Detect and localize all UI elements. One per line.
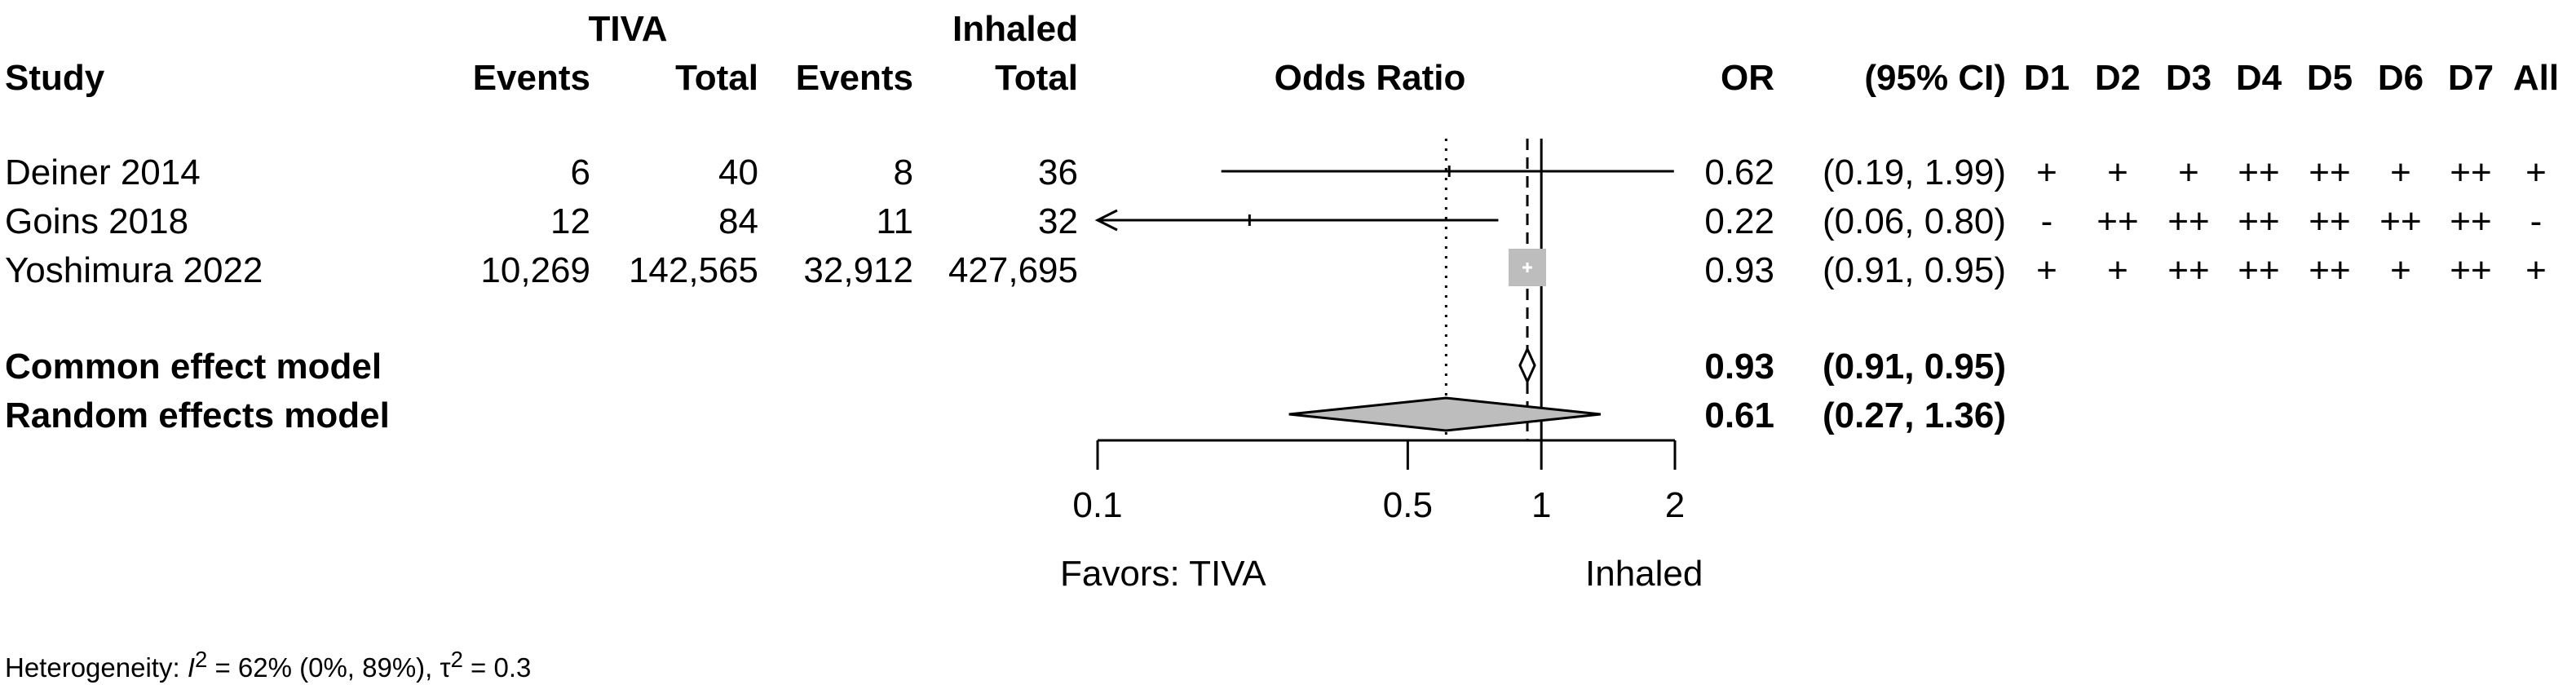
x-axis-tick-label: 0.5 [1383, 485, 1433, 525]
heterogeneity-prefix: Heterogeneity: [5, 652, 188, 683]
study-events-inhaled: 11 [876, 201, 913, 241]
i2-value: = 62% (0%, 89%), [207, 652, 440, 683]
study-total-inhaled: 32 [1038, 201, 1078, 241]
header-total-inhaled: Total [995, 58, 1078, 98]
study-events-tiva: 12 [550, 201, 590, 241]
study-or: 0.93 [1704, 250, 1774, 290]
x-axis-tick-label: 1 [1531, 485, 1551, 525]
tau-superscript: 2 [450, 647, 463, 672]
rob-d4: ++ [2238, 152, 2280, 192]
study-or: 0.22 [1704, 201, 1774, 241]
tau-value: = 0.3 [462, 652, 532, 683]
header-domain-d2: D2 [2094, 58, 2141, 98]
rob-all: + [2525, 250, 2547, 290]
study-events-inhaled: 32,912 [803, 250, 913, 290]
header-events-inhaled: Events [795, 58, 913, 98]
header-or: OR [1721, 58, 1774, 98]
rob-d7: ++ [2450, 152, 2492, 192]
header-study: Study [5, 58, 105, 98]
i2-symbol: I [187, 652, 195, 683]
random-effects-or: 0.61 [1704, 396, 1774, 435]
study-name: Goins 2018 [5, 201, 189, 241]
header-total-tiva: Total [675, 58, 758, 98]
study-total-tiva: 84 [718, 201, 758, 241]
study-name: Yoshimura 2022 [5, 250, 263, 290]
study-or: 0.62 [1704, 152, 1774, 192]
common-effect-diamond [1518, 346, 1536, 385]
rob-d2: + [2107, 152, 2128, 192]
favors-left-label: Favors: TIVA [1060, 554, 1266, 594]
study-events-inhaled: 8 [893, 152, 913, 192]
i2-superscript: 2 [194, 647, 208, 672]
study-name: Deiner 2014 [5, 152, 201, 192]
common-effect-label: Common effect model [5, 347, 382, 387]
rob-d1: + [2036, 250, 2057, 290]
rob-d6: ++ [2379, 201, 2422, 241]
header-domain-d3: D3 [2165, 58, 2212, 98]
study-total-tiva: 40 [718, 152, 758, 192]
rob-d3: ++ [2167, 201, 2210, 241]
study-ci: (0.91, 0.95) [1822, 250, 2006, 290]
header-domain-d4: D4 [2235, 58, 2282, 98]
heterogeneity-note: Heterogeneity: I2 = 62% (0%, 89%), τ2 = … [5, 648, 531, 681]
rob-d2: + [2107, 250, 2128, 290]
rob-d3: ++ [2167, 250, 2210, 290]
study-total-inhaled: 36 [1038, 152, 1078, 192]
rob-d2: ++ [2097, 201, 2139, 241]
header-domain-d6: D6 [2377, 58, 2424, 98]
rob-d7: ++ [2450, 250, 2492, 290]
header-domain-d1: D1 [2023, 58, 2070, 98]
rob-all: - [2530, 201, 2543, 241]
rob-d5: ++ [2309, 152, 2351, 192]
header-odds-ratio: Odds Ratio [1274, 58, 1466, 98]
study-total-tiva: 142,565 [628, 250, 758, 290]
header-group-inhaled: Inhaled [952, 9, 1078, 49]
study-ci: (0.06, 0.80) [1822, 201, 2006, 241]
rob-d1: - [2040, 201, 2053, 241]
tau-symbol: τ [440, 652, 451, 683]
rob-d6: + [2390, 250, 2411, 290]
header-domain-all: All [2512, 58, 2560, 98]
random-effects-label: Random effects model [5, 396, 390, 435]
x-axis-tick-label: 0.1 [1072, 485, 1122, 525]
header-ci: (95% CI) [1864, 58, 2006, 98]
random-effects-diamond [1288, 396, 1602, 432]
header-events-tiva: Events [472, 58, 590, 98]
study-events-tiva: 6 [570, 152, 590, 192]
common-effect-or: 0.93 [1704, 347, 1774, 387]
common-effect-ci: (0.91, 0.95) [1822, 347, 2006, 387]
header-domain-d7: D7 [2447, 58, 2494, 98]
rob-d7: ++ [2450, 201, 2492, 241]
rob-d6: + [2390, 152, 2411, 192]
x-axis-tick-label: 2 [1665, 485, 1685, 525]
study-ci-arrow [1094, 209, 1118, 232]
header-group-tiva: TIVA [588, 9, 668, 49]
random-effects-ci: (0.27, 1.36) [1822, 396, 2006, 435]
rob-d5: ++ [2309, 201, 2351, 241]
rob-d1: + [2036, 152, 2057, 192]
rob-d3: + [2178, 152, 2199, 192]
header-domain-d5: D5 [2306, 58, 2353, 98]
rob-d5: ++ [2309, 250, 2351, 290]
rob-d4: ++ [2238, 201, 2280, 241]
study-ci: (0.19, 1.99) [1822, 152, 2006, 192]
rob-all: + [2525, 152, 2547, 192]
study-total-inhaled: 427,695 [948, 250, 1078, 290]
study-events-tiva: 10,269 [480, 250, 590, 290]
favors-right-label: Inhaled [1585, 554, 1703, 594]
rob-d4: ++ [2238, 250, 2280, 290]
